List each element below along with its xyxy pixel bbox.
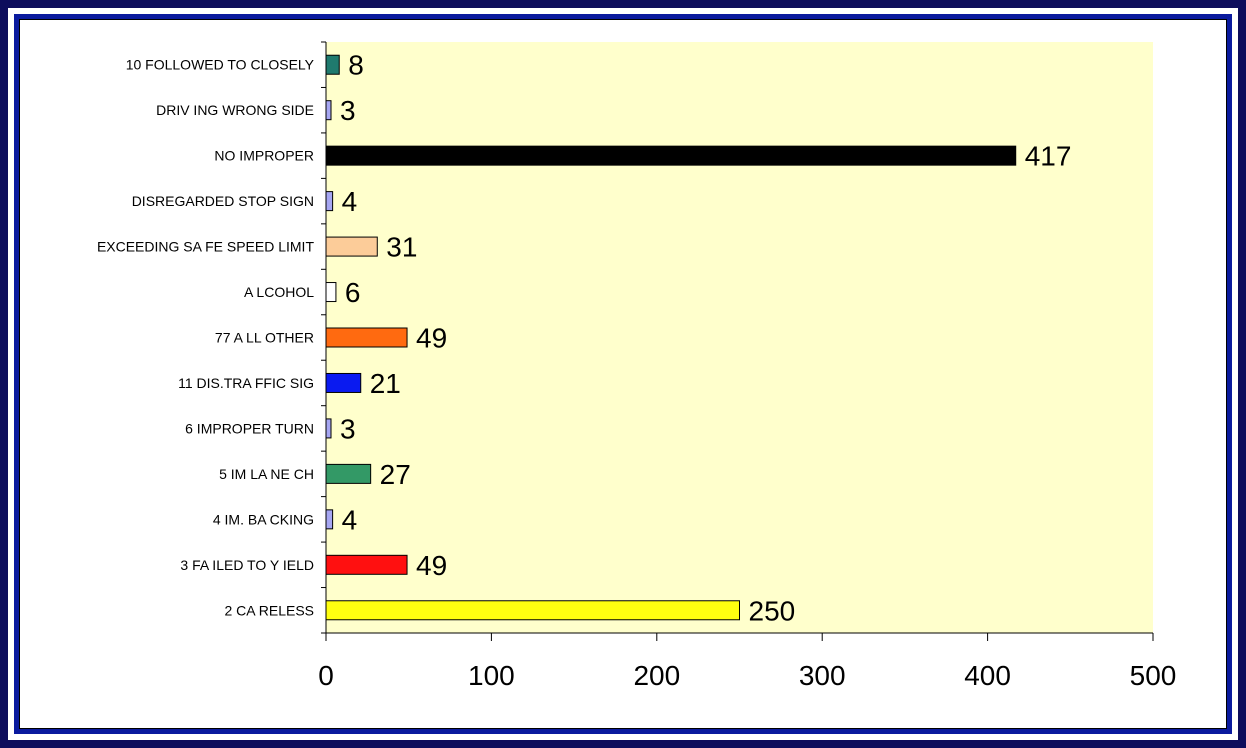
category-label: 5 IM LA NE CH <box>219 466 314 482</box>
category-label: EXCEEDING SA FE SPEED LIMIT <box>97 239 315 255</box>
data-label: 49 <box>416 550 447 581</box>
bar <box>325 327 408 348</box>
category-label: 77 A LL OTHER <box>215 330 314 346</box>
data-label: 3 <box>340 95 356 126</box>
category-label: 2 CA RELESS <box>225 602 315 618</box>
bar-chart: 10 FOLLOWED TO CLOSELY 8 DRIV ING WRONG SI… <box>97 41 1177 691</box>
data-label: 6 <box>345 277 361 308</box>
category-label: 6 IMPROPER TURN <box>185 420 314 436</box>
data-label: 4 <box>342 504 358 535</box>
data-label: 49 <box>416 323 447 354</box>
bar <box>325 554 408 575</box>
bar <box>325 282 337 303</box>
bar <box>325 145 1017 166</box>
chart-frame-inner: 10 FOLLOWED TO CLOSELY 8 DRIV ING WRONG SI… <box>14 14 1232 734</box>
chart-frame-mid: 10 FOLLOWED TO CLOSELY 8 DRIV ING WRONG SI… <box>8 8 1238 740</box>
category-label: A LCOHOL <box>244 284 314 300</box>
bar <box>325 191 334 212</box>
data-label: 4 <box>342 186 358 217</box>
plot-background <box>326 42 1153 633</box>
x-tick-label: 400 <box>964 660 1011 691</box>
bar <box>325 54 340 75</box>
data-label: 31 <box>386 232 417 263</box>
bar <box>325 509 334 530</box>
chart-area: 10 FOLLOWED TO CLOSELY 8 DRIV ING WRONG SI… <box>19 19 1227 729</box>
category-label: DISREGARDED STOP SIGN <box>132 193 314 209</box>
data-label: 417 <box>1025 141 1072 172</box>
category-label: 11 DIS.TRA FFIC SIG <box>178 375 314 391</box>
category-label: DRIV ING WRONG SIDE <box>156 102 314 118</box>
category-label: NO IMPROPER <box>214 148 314 164</box>
bar <box>325 100 332 121</box>
bar <box>325 463 372 484</box>
data-label: 8 <box>348 50 364 81</box>
bar <box>325 372 362 393</box>
category-label: 3 FA ILED TO Y IELD <box>180 557 314 573</box>
bar <box>325 600 740 621</box>
bar <box>325 418 332 439</box>
data-label: 250 <box>749 595 796 626</box>
data-label: 27 <box>380 459 411 490</box>
data-label: 3 <box>340 413 356 444</box>
x-tick-label: 200 <box>633 660 680 691</box>
x-tick-label: 300 <box>799 660 846 691</box>
x-tick-label: 0 <box>318 660 334 691</box>
x-tick-label: 500 <box>1130 660 1177 691</box>
category-label: 10 FOLLOWED TO CLOSELY <box>126 57 315 73</box>
data-label: 21 <box>370 368 401 399</box>
x-tick-label: 100 <box>468 660 515 691</box>
bar <box>325 236 378 257</box>
category-label: 4 IM. BA CKING <box>213 511 314 527</box>
